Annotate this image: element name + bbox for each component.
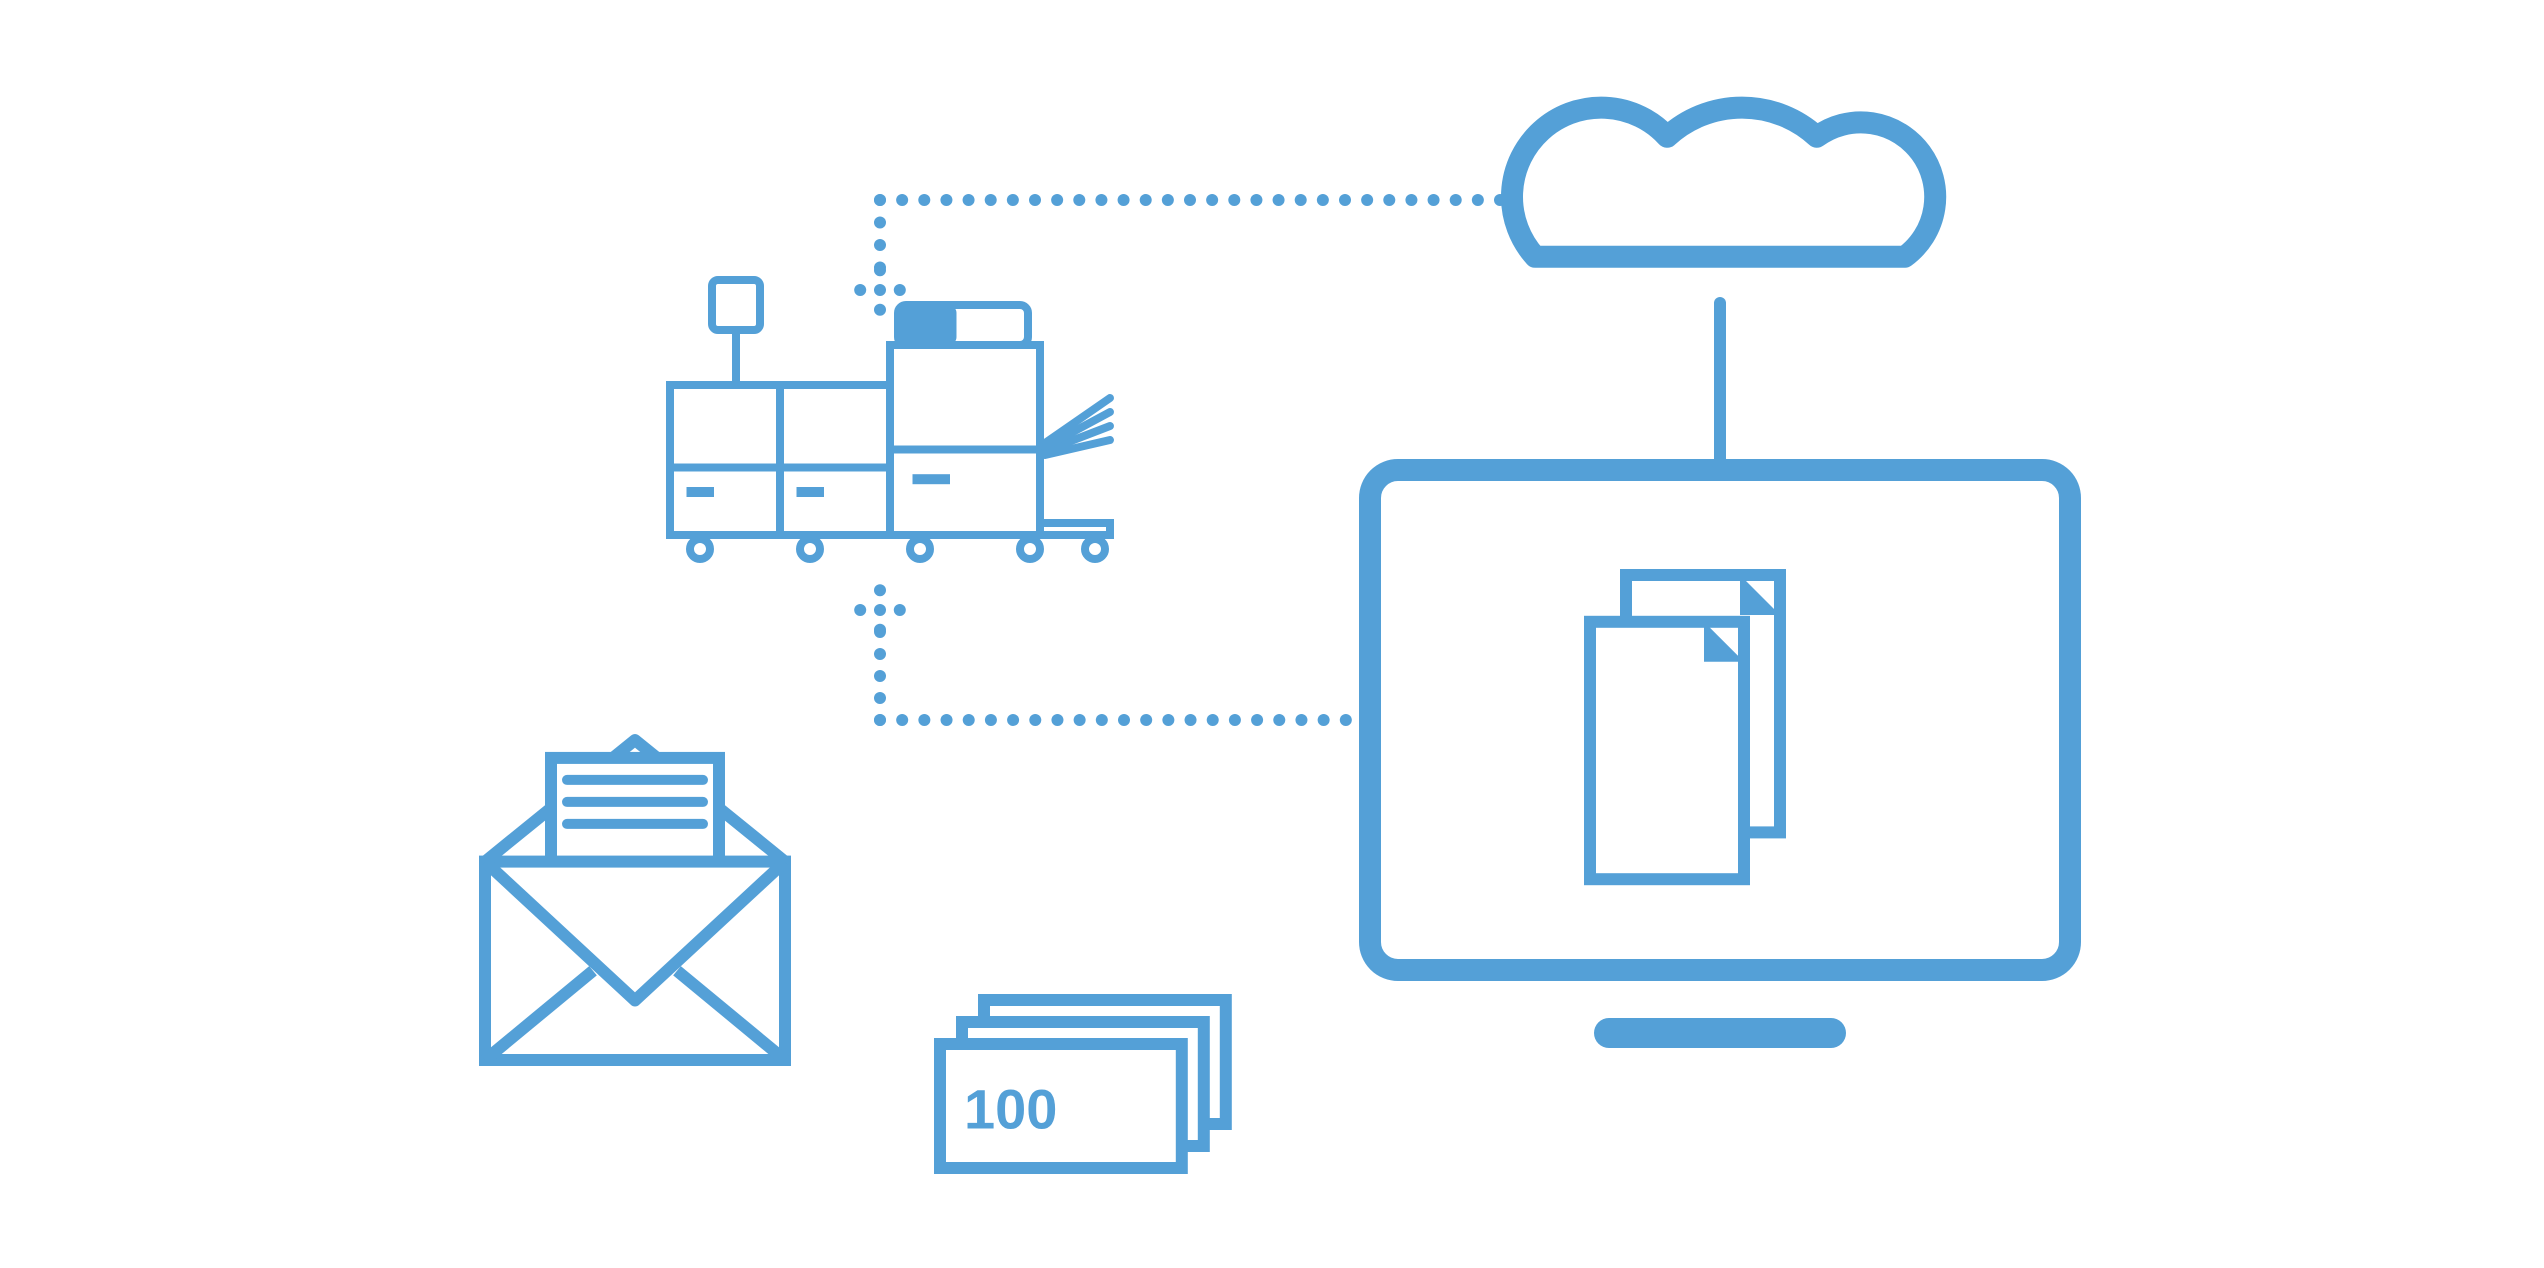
envelope-icon xyxy=(485,740,785,1060)
cloud-icon xyxy=(1512,108,1935,257)
dotted-connector xyxy=(874,604,1374,726)
money-icon: 100 xyxy=(940,1000,1226,1168)
printer-icon xyxy=(670,280,1110,559)
diagram-canvas: 100 xyxy=(0,0,2544,1268)
diagram-svg: 100 xyxy=(0,0,2544,1268)
monitor-icon xyxy=(1370,470,2070,1048)
dotted-connector xyxy=(874,194,1506,296)
money-label: 100 xyxy=(964,1077,1057,1140)
